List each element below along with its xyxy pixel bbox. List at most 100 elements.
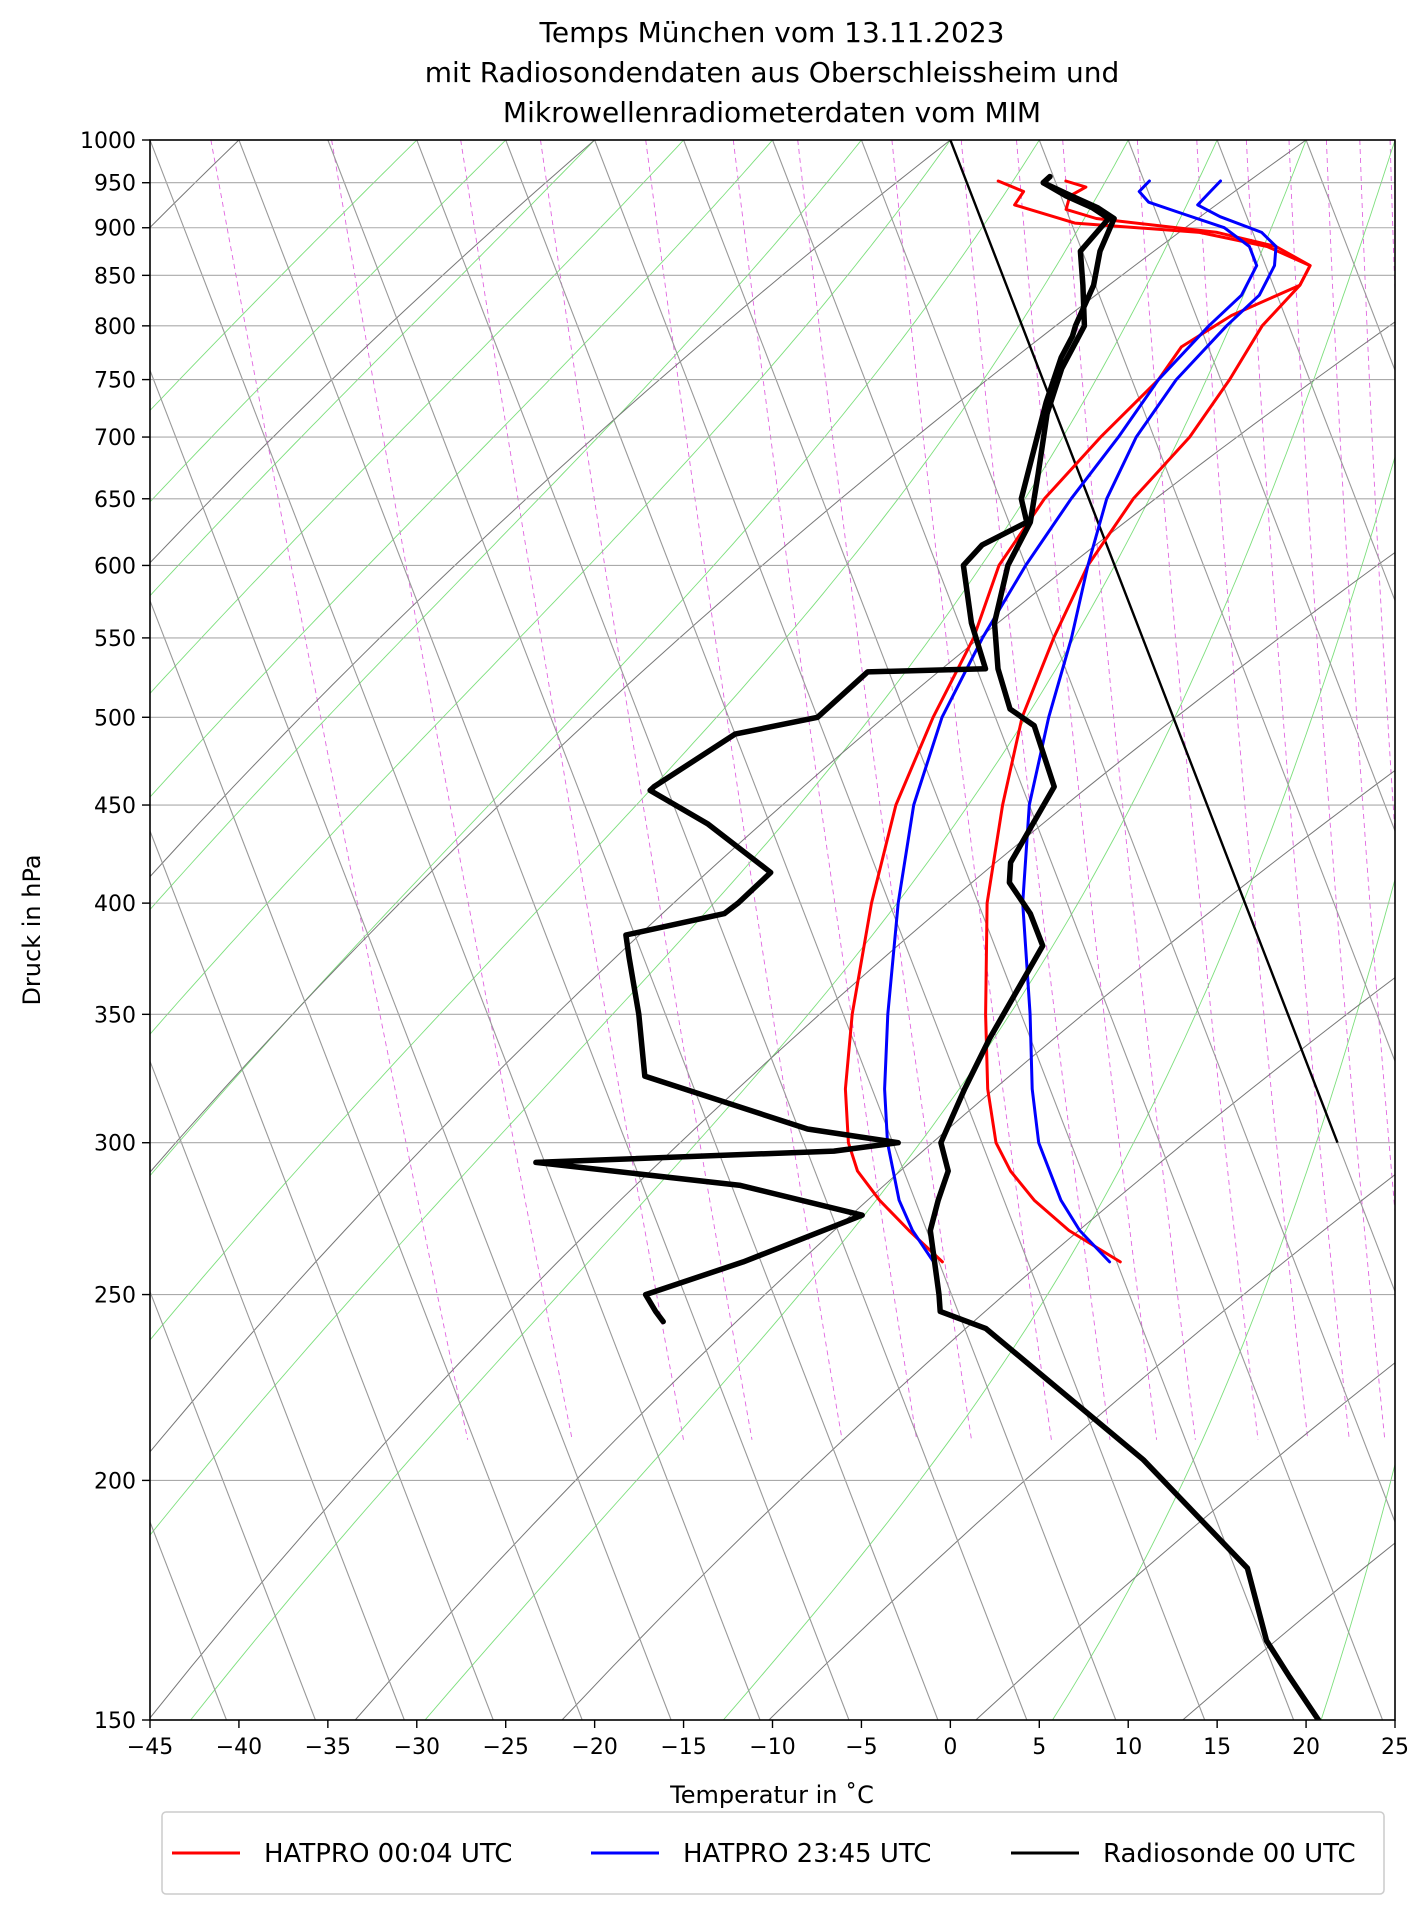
mixing-ratio-line	[1062, 140, 1196, 1440]
x-tick-label: 5	[1032, 1735, 1046, 1760]
title-line-1: Temps München vom 13.11.2023	[539, 16, 1005, 49]
series-hatpro_2345-temperature	[883, 179, 1259, 1264]
title-line-2: mit Radiosondendaten aus Oberschleisshei…	[425, 56, 1119, 89]
x-tick-label: 10	[1114, 1735, 1142, 1760]
y-axis: 150 200 250 300 350 400 450 500 550 600 650 700 750 8…	[80, 129, 150, 1734]
isotherm	[150, 140, 761, 1720]
mixing-ratio-line	[1196, 140, 1309, 1440]
mixing-ratio-line	[540, 140, 753, 1440]
dry-adiabat	[150, 140, 951, 878]
legend-label-hatpro-0004: HATPRO 00:04 UTC	[264, 1839, 512, 1869]
isotherm	[683, 140, 1295, 1720]
moist-adiabat	[190, 140, 1307, 1720]
y-tick-label: 200	[94, 1469, 136, 1494]
mixing-ratio-line	[1016, 140, 1158, 1440]
mixing-ratio-line	[960, 140, 1111, 1440]
x-tick-label: 0	[943, 1735, 957, 1760]
mixing-ratio-line	[331, 140, 573, 1440]
background-lines	[150, 140, 1395, 1720]
y-tick-label: 250	[94, 1284, 136, 1309]
moist-adiabat	[424, 140, 1395, 1720]
y-tick-label: 500	[94, 706, 136, 731]
isotherm	[327, 140, 939, 1720]
data-series	[533, 173, 1322, 1720]
legend-entry-radiosonde: Radiosonde 00 UTC	[1011, 1839, 1356, 1869]
legend-label-radiosonde: Radiosonde 00 UTC	[1103, 1839, 1356, 1869]
legend-box	[161, 1811, 1385, 1895]
moist-adiabat	[150, 140, 1040, 1177]
dry-adiabat	[561, 976, 1395, 1720]
y-tick-label: 400	[94, 892, 136, 917]
y-tick-label: 1000	[80, 129, 136, 154]
series-radiosonde-temperature	[927, 173, 1322, 1720]
title-line-3: Mikrowellenradiometerdaten vom MIM	[503, 96, 1041, 129]
legend-entry-hatpro-2345: HATPRO 23:45 UTC	[591, 1839, 931, 1869]
y-tick-label: 900	[94, 217, 136, 242]
legend-entry-hatpro-0004: HATPRO 00:04 UTC	[172, 1839, 512, 1869]
series-hatpro_0004-temperature	[843, 179, 1312, 1264]
isotherm	[150, 829, 494, 1720]
isotherm	[150, 1290, 316, 1720]
isotherm	[1394, 140, 1395, 142]
x-tick-label: −5	[845, 1735, 877, 1760]
isotherm	[1305, 140, 1395, 372]
y-tick-label: 950	[94, 172, 136, 197]
y-tick-label: 850	[94, 264, 136, 289]
x-tick-label: −30	[394, 1735, 440, 1760]
moist-adiabat	[150, 140, 418, 412]
x-tick-label: −40	[216, 1735, 262, 1760]
isotherm	[860, 140, 1395, 1524]
legend: HATPRO 00:04 UTC HATPRO 23:45 UTC Radios…	[161, 1811, 1385, 1895]
plot-frame	[149, 139, 1396, 1721]
zero-degree-isotherm	[949, 140, 1339, 1144]
isotherm	[771, 140, 1384, 1720]
mixing-ratio-line	[891, 140, 1052, 1440]
series-radiosonde-dewpoint	[533, 173, 1117, 1325]
y-tick-label: 650	[94, 488, 136, 513]
y-axis-label: Druck in hPa	[18, 854, 46, 1005]
dry-adiabat	[150, 551, 1395, 1719]
moist-adiabat	[150, 140, 684, 695]
x-tick-label: 20	[1292, 1735, 1320, 1760]
moist-adiabat	[1052, 877, 1395, 1720]
y-tick-label: 800	[94, 315, 136, 340]
isotherm	[416, 140, 1028, 1720]
y-tick-label: 150	[94, 1709, 136, 1734]
moist-adiabat	[150, 140, 1218, 1536]
isotherm	[594, 140, 1206, 1720]
mixing-ratio-line	[797, 140, 972, 1440]
mixing-ratio-line	[1359, 140, 1395, 840]
dry-adiabat	[975, 1362, 1395, 1720]
x-tick-label: −35	[305, 1735, 351, 1760]
series-hatpro_2345-dewpoint	[1021, 179, 1278, 1264]
chart-title: Temps München vom 13.11.2023 mit Radioso…	[425, 16, 1119, 129]
dry-adiabat	[150, 140, 1307, 1173]
mixing-ratio-line	[1245, 140, 1350, 1440]
x-tick-label: −10	[749, 1735, 795, 1760]
mixing-ratio-line	[732, 140, 918, 1440]
isotherm	[238, 140, 850, 1720]
moist-adiabat	[150, 140, 507, 503]
isotherm	[150, 599, 583, 1720]
mixing-ratio-line	[210, 140, 469, 1440]
dry-adiabat	[354, 769, 1395, 1720]
x-tick-label: 25	[1381, 1735, 1409, 1760]
y-tick-label: 300	[94, 1132, 136, 1157]
moist-adiabat	[150, 140, 1129, 1341]
isotherm	[505, 140, 1117, 1720]
x-tick-label: −20	[571, 1735, 617, 1760]
moist-adiabat	[722, 455, 1395, 1720]
x-tick-label: −45	[127, 1735, 173, 1760]
isotherm	[150, 1059, 405, 1720]
series-hatpro_0004-dewpoint	[984, 179, 1312, 1264]
y-tick-label: 450	[94, 794, 136, 819]
mixing-ratio-line	[1389, 140, 1395, 302]
moist-adiabat	[150, 140, 862, 911]
y-tick-label: 700	[94, 426, 136, 451]
y-tick-label: 550	[94, 627, 136, 652]
moist-adiabat	[150, 140, 595, 597]
mixing-ratio-line	[1288, 140, 1386, 1440]
mixing-ratio-line	[645, 140, 843, 1440]
dry-adiabat	[150, 321, 1395, 1453]
